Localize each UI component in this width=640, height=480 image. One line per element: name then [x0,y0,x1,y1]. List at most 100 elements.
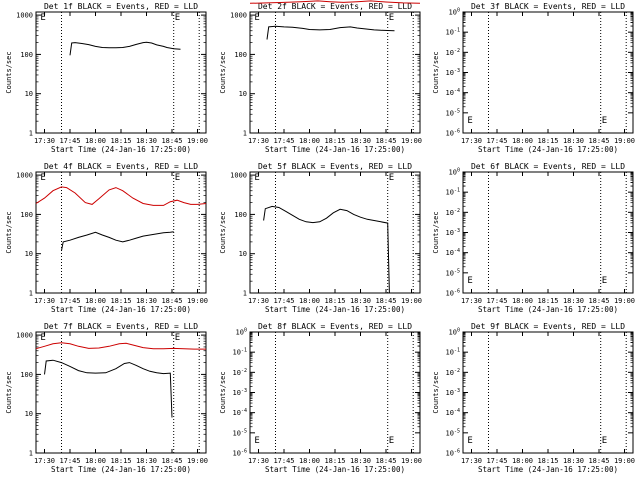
x-tick-label: 18:30 [563,457,584,465]
detector-panel-9: Det 9f BLACK = Events, RED = LLD 17:30 17:… [432,322,635,474]
x-tick-label: 18:45 [375,297,396,305]
y-tick-label: 100 [449,8,460,17]
y-tick-label: 10-4 [233,408,247,417]
event-marker: E [467,116,472,126]
y-tick-label: 10-1 [233,348,247,357]
x-tick-label: 18:00 [512,297,533,305]
y-tick-label: 10-3 [446,68,460,77]
event-marker: E [602,116,607,126]
y-tick-label: 10-5 [446,428,460,437]
event-marker: E [175,173,180,183]
y-tick-label: 10-6 [233,449,247,458]
y-tick-label: 1000 [230,12,247,20]
events-series [44,359,173,418]
x-tick-label: 17:45 [59,297,80,305]
event-marker: E [254,13,259,23]
x-tick-label: 18:30 [350,457,371,465]
x-tick-label: 17:45 [273,297,294,305]
x-tick-label: 19:00 [614,297,635,305]
panel-title: Det 1f BLACK = Events, RED = LLD [44,2,198,11]
x-tick-label: 18:00 [299,297,320,305]
events-series [266,25,395,40]
x-tick-label: 18:00 [512,457,533,465]
x-tick-label: 18:15 [324,297,345,305]
y-tick-label: 10 [25,410,33,418]
y-tick-label: 1 [243,130,247,138]
x-tick-label: 17:30 [461,457,482,465]
y-tick-label: 10-5 [446,108,460,117]
event-marker: E [40,173,45,183]
x-tick-label: 19:00 [401,297,422,305]
y-tick-label: 10-3 [446,228,460,237]
y-tick-label: 1000 [16,332,33,340]
x-tick-label: 18:15 [324,137,345,145]
panel-title: Det 7f BLACK = Events, RED = LLD [44,322,198,331]
x-tick-label: 18:45 [375,137,396,145]
x-tick-label: 17:30 [461,297,482,305]
x-tick-label: 18:00 [299,137,320,145]
panel-title: Det 4f BLACK = Events, RED = LLD [44,162,198,171]
x-axis-label: Start Time (24-Jan-16 17:25:00) [265,465,405,474]
x-tick-label: 18:00 [512,137,533,145]
event-marker: E [389,13,394,23]
x-tick-label: 19:00 [401,457,422,465]
x-tick-label: 19:00 [614,457,635,465]
events-series [69,41,181,56]
y-tick-label: 100 [20,371,33,379]
y-tick-label: 100 [236,328,247,337]
y-tick-label: 1 [29,130,33,138]
x-tick-label: 17:45 [486,137,507,145]
y-tick-label: 10-6 [446,449,460,458]
x-tick-label: 18:00 [85,137,106,145]
x-tick-label: 18:00 [85,297,106,305]
x-tick-label: 18:00 [299,457,320,465]
y-axis-label: Counts/sec [432,371,440,413]
x-axis-label: Start Time (24-Jan-16 17:25:00) [265,305,405,314]
event-marker: E [254,436,259,446]
lld-series [249,0,421,4]
x-tick-label: 18:15 [110,297,131,305]
event-marker: E [254,173,259,183]
y-axis-label: Counts/sec [5,211,13,253]
x-axis-label: Start Time (24-Jan-16 17:25:00) [265,145,405,154]
x-tick-label: 18:45 [588,137,609,145]
x-tick-label: 19:00 [187,137,208,145]
event-marker: E [40,333,45,343]
x-tick-label: 18:15 [324,457,345,465]
detector-panel-2: Det 2f BLACK = Events, RED = LLD 17:30 17:… [219,0,422,154]
event-marker: E [389,173,394,183]
x-tick-label: 18:45 [161,457,182,465]
y-axis-label: Counts/sec [219,371,227,413]
x-tick-label: 18:45 [375,457,396,465]
y-tick-label: 10-1 [446,28,460,37]
x-tick-label: 18:45 [588,457,609,465]
lld-series [35,342,206,350]
x-tick-label: 17:45 [486,457,507,465]
x-tick-label: 18:45 [161,297,182,305]
detector-panel-7: Det 7f BLACK = Events, RED = LLD 17:30 17:… [5,322,208,474]
x-tick-label: 18:15 [537,457,558,465]
y-tick-label: 100 [449,168,460,177]
x-tick-label: 18:15 [110,137,131,145]
x-tick-label: 18:45 [161,137,182,145]
y-axis-label: Counts/sec [432,51,440,93]
detector-panel-1: Det 1f BLACK = Events, RED = LLD 17:30 17:… [5,2,208,154]
x-tick-label: 18:30 [136,297,157,305]
x-tick-label: 17:45 [273,137,294,145]
y-tick-label: 10-5 [233,428,247,437]
x-tick-label: 17:45 [486,297,507,305]
x-tick-label: 18:15 [537,137,558,145]
y-tick-label: 10 [25,250,33,258]
x-axis-label: Start Time (24-Jan-16 17:25:00) [478,465,618,474]
x-tick-label: 19:00 [187,457,208,465]
x-tick-label: 18:30 [350,297,371,305]
y-tick-label: 1 [29,450,33,458]
y-tick-label: 10-1 [446,348,460,357]
panel-title: Det 9f BLACK = Events, RED = LLD [471,322,625,331]
y-tick-label: 10-3 [446,388,460,397]
x-tick-label: 17:45 [59,457,80,465]
lld-series [35,186,207,206]
detector-panel-8: Det 8f BLACK = Events, RED = LLD 17:30 17:… [219,322,422,474]
y-tick-label: 10-2 [446,208,460,217]
x-tick-label: 18:30 [350,137,371,145]
